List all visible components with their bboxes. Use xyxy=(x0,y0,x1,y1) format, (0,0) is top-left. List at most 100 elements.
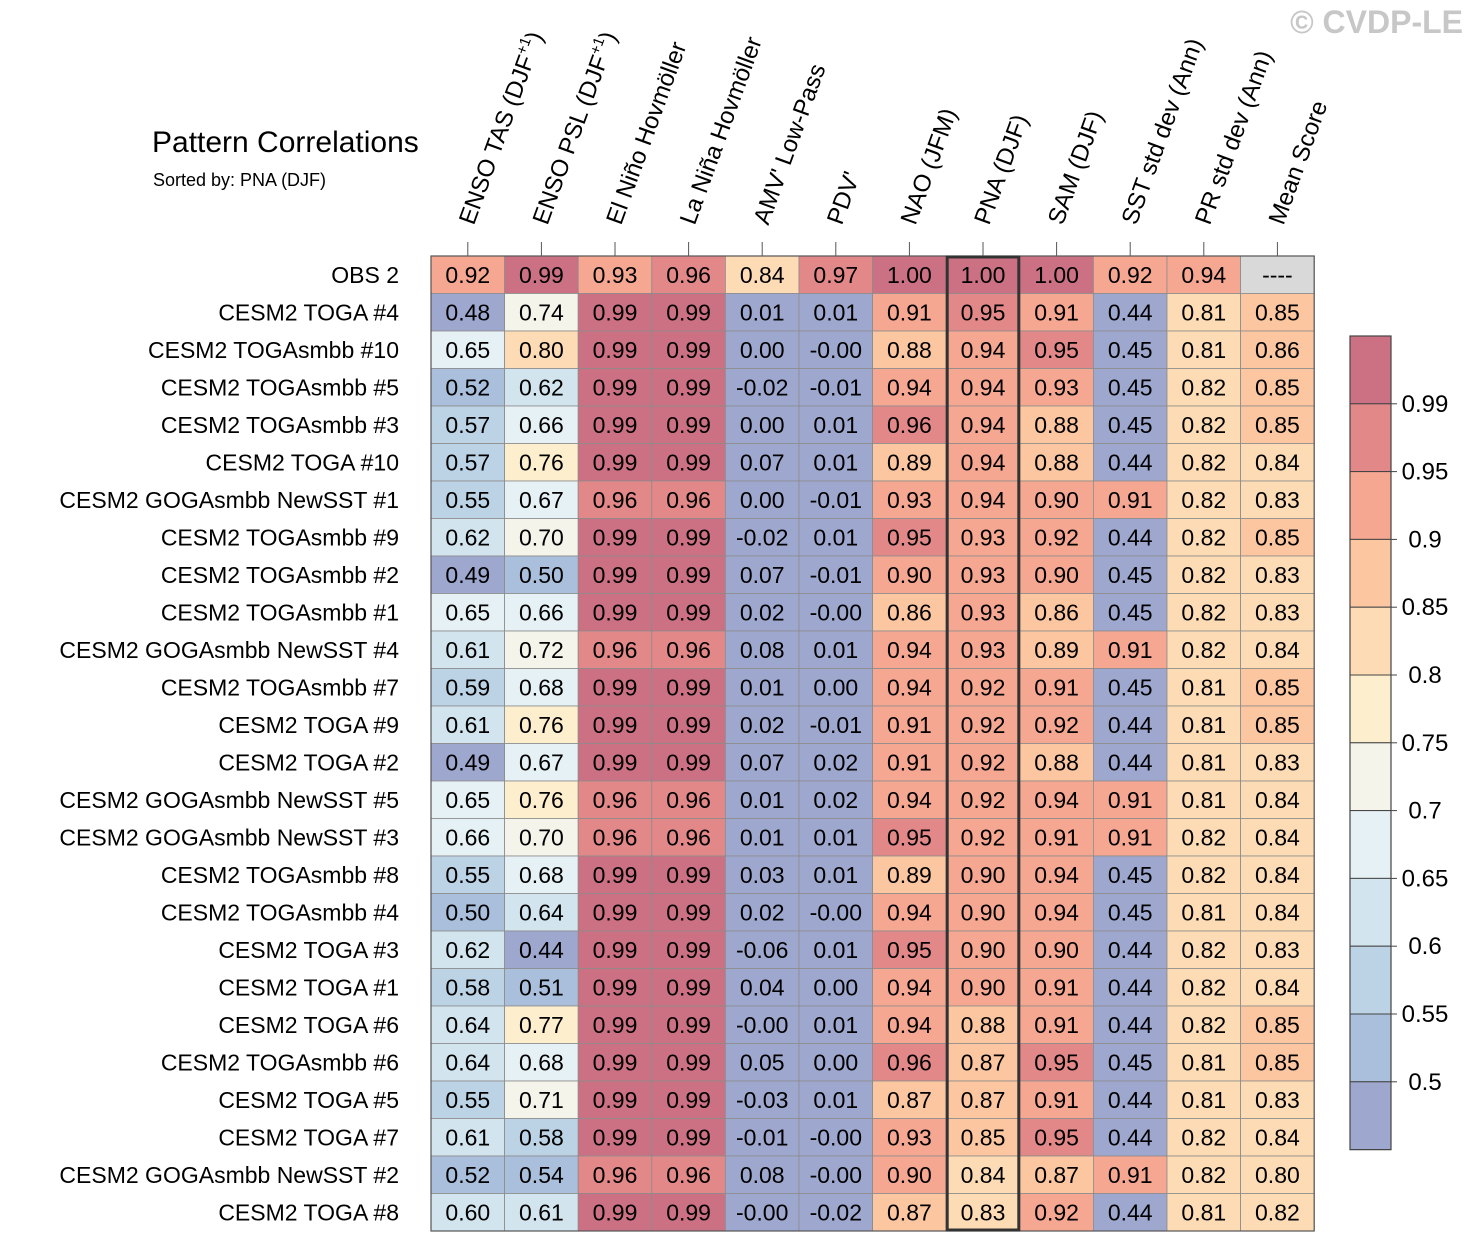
cell-value: 0.86 xyxy=(1255,337,1300,363)
heatmap-cell xyxy=(651,1080,726,1119)
heatmap-cell xyxy=(430,1043,505,1082)
heatmap-cell xyxy=(945,405,1021,444)
heatmap-cell xyxy=(945,443,1021,482)
row-label: OBS 2 xyxy=(331,262,399,288)
cell-value: 0.04 xyxy=(740,974,785,1000)
heatmap-cell xyxy=(872,593,947,632)
cell-value: 0.81 xyxy=(1181,1087,1226,1113)
cell-value: 0.82 xyxy=(1181,1124,1226,1150)
heatmap-cell xyxy=(651,893,726,932)
cell-value: -0.00 xyxy=(810,899,862,925)
heatmap-cell xyxy=(430,743,505,782)
heatmap-cell xyxy=(1166,743,1241,782)
cell-value: -0.00 xyxy=(736,1199,788,1225)
cell-value: 0.44 xyxy=(1108,449,1153,475)
cell-value: 0.91 xyxy=(1108,787,1153,813)
cell-value: 0.01 xyxy=(740,674,785,700)
heatmap-cell xyxy=(725,780,800,819)
row-label: CESM2 TOGAsmbb #9 xyxy=(161,524,399,550)
heatmap-cell xyxy=(651,518,726,557)
colorbar-label: 0.95 xyxy=(1402,459,1449,486)
cell-value: 0.83 xyxy=(1255,937,1300,963)
cell-value: 0.99 xyxy=(666,1049,711,1075)
cell-value: 0.07 xyxy=(740,749,785,775)
cell-value: 0.82 xyxy=(1181,487,1226,513)
cell-value: 0.95 xyxy=(1034,1124,1079,1150)
cell-value: 0.96 xyxy=(887,1049,932,1075)
cell-value: 0.95 xyxy=(887,824,932,850)
cell-value: 0.88 xyxy=(1034,449,1079,475)
cell-value: 0.82 xyxy=(1181,862,1226,888)
cell-value: 0.91 xyxy=(1108,824,1153,850)
heatmap-cell xyxy=(1166,1043,1241,1082)
heatmap-cell xyxy=(1240,855,1315,894)
heatmap-cell xyxy=(577,555,653,594)
cell-value: 0.00 xyxy=(740,412,785,438)
heatmap-cell xyxy=(1240,255,1315,294)
heatmap-cell xyxy=(872,1005,947,1044)
cell-value: 0.89 xyxy=(887,862,932,888)
cell-value: 0.99 xyxy=(666,337,711,363)
cell-value: 0.81 xyxy=(1181,899,1226,925)
cell-value: 0.91 xyxy=(1108,637,1153,663)
heatmap-cell xyxy=(725,368,800,407)
highlight-column-frame xyxy=(945,255,1021,1232)
cell-value: -0.06 xyxy=(736,937,788,963)
heatmap-cell xyxy=(1240,405,1315,444)
heatmap-cell xyxy=(725,855,800,894)
heatmap-cell xyxy=(430,780,505,819)
row-label: CESM2 TOGA #5 xyxy=(218,1087,399,1113)
heatmap-cell xyxy=(651,405,726,444)
cell-value: 0.99 xyxy=(593,337,638,363)
heatmap-cell xyxy=(1093,893,1168,932)
heatmap-cell xyxy=(1240,1193,1315,1232)
row-label: CESM2 TOGAsmbb #8 xyxy=(161,862,399,888)
heatmap-cell xyxy=(430,705,505,744)
heatmap-cell xyxy=(1019,1155,1094,1194)
cell-value: -0.00 xyxy=(810,1162,862,1188)
cell-value: 0.91 xyxy=(887,299,932,325)
heatmap-cell xyxy=(1166,593,1241,632)
row-label: CESM2 GOGAsmbb NewSST #2 xyxy=(59,1162,399,1188)
heatmap-cell xyxy=(798,1005,873,1044)
heatmap-cell xyxy=(1093,1080,1168,1119)
cell-value: 0.84 xyxy=(1255,974,1300,1000)
heatmap-cell xyxy=(945,930,1021,969)
cell-value: 0.44 xyxy=(1108,1087,1153,1113)
cell-value: 0.52 xyxy=(445,1162,490,1188)
cell-value: 0.92 xyxy=(1034,524,1079,550)
watermark: © CVDP-LE xyxy=(1290,4,1463,40)
cell-value: 0.85 xyxy=(1255,712,1300,738)
cell-value: 0.45 xyxy=(1108,674,1153,700)
heatmap-cell xyxy=(725,1193,800,1232)
heatmap-cell xyxy=(872,743,947,782)
heatmap-cell xyxy=(1240,555,1315,594)
heatmap-cell xyxy=(872,368,947,407)
cell-value: -0.03 xyxy=(736,1087,788,1113)
cell-value: 0.92 xyxy=(445,262,490,288)
cell-value: 1.00 xyxy=(1034,262,1079,288)
cell-value: 0.01 xyxy=(740,299,785,325)
heatmap-cell xyxy=(1019,480,1094,519)
cell-value: 0.08 xyxy=(740,637,785,663)
cell-value: 0.99 xyxy=(519,262,564,288)
cell-value: 0.84 xyxy=(1255,787,1300,813)
cell-value: 0.01 xyxy=(813,1012,858,1038)
row-label: CESM2 TOGA #9 xyxy=(218,712,399,738)
row-label: CESM2 TOGAsmbb #6 xyxy=(161,1049,399,1075)
cell-value: 0.84 xyxy=(1255,637,1300,663)
cell-value: 0.84 xyxy=(740,262,785,288)
heatmap-cell xyxy=(1240,518,1315,557)
heatmap-cell xyxy=(872,780,947,819)
heatmap-cell xyxy=(725,518,800,557)
heatmap-cell xyxy=(1166,780,1241,819)
cell-value: 0.99 xyxy=(666,599,711,625)
cell-value: 0.77 xyxy=(519,1012,564,1038)
cell-value: 0.92 xyxy=(1108,262,1153,288)
cell-value: 0.44 xyxy=(519,937,564,963)
row-label: CESM2 TOGAsmbb #4 xyxy=(161,899,399,925)
cell-value: 0.99 xyxy=(593,1087,638,1113)
heatmap-cell xyxy=(504,968,579,1007)
cell-value: 0.91 xyxy=(1034,974,1079,1000)
heatmap-cell xyxy=(1093,443,1168,482)
